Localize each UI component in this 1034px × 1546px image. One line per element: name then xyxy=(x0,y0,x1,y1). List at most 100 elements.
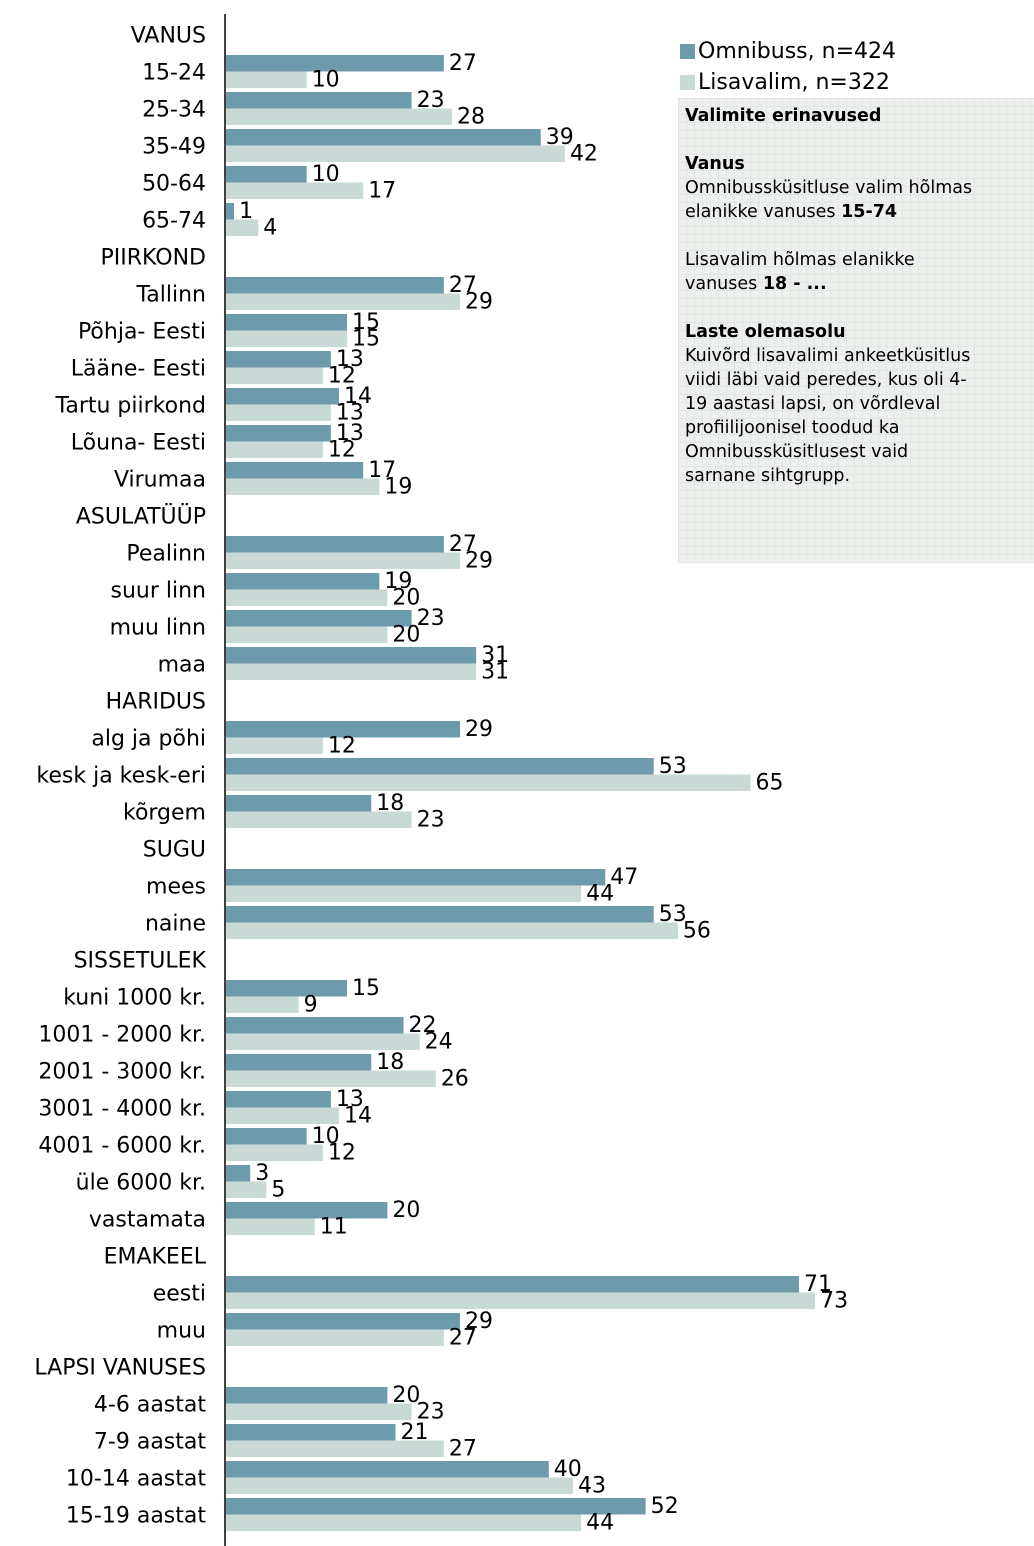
category-label-virumaa: Virumaa xyxy=(114,468,206,493)
data-label-50-64-omnibuss: 10 xyxy=(312,162,340,187)
bar-15-19-aastat-lisavalim xyxy=(226,1514,582,1531)
note-laste-line-1: Kuivõrd lisavalimi ankeetküsitlus xyxy=(685,346,971,366)
note-laste-heading: Laste olemasolu xyxy=(685,322,846,342)
bar-2001-3000-kr-omnibuss xyxy=(226,1054,372,1071)
category-label-ule-6000-kr: üle 6000 kr. xyxy=(76,1171,206,1196)
bar-65-74-lisavalim xyxy=(226,219,259,236)
note-vanus-heading: Vanus xyxy=(685,154,745,174)
bar-louna-eesti-omnibuss xyxy=(226,425,331,442)
bar-pealinn-lisavalim xyxy=(226,552,461,569)
data-label-35-49-omnibuss: 39 xyxy=(546,125,574,150)
data-label-naine-lisavalim: 56 xyxy=(683,919,711,944)
bar-15-24-lisavalim xyxy=(226,71,307,88)
data-label-4001-6000-kr-omnibuss: 10 xyxy=(312,1124,340,1149)
bar-pealinn-omnibuss xyxy=(226,536,444,553)
bar-4-6-aastat-lisavalim xyxy=(226,1403,412,1420)
data-label-vastamata-omnibuss: 20 xyxy=(392,1198,420,1223)
category-label-tartu-piirkond: Tartu piirkond xyxy=(55,394,206,419)
bar-25-34-omnibuss xyxy=(226,92,412,109)
category-label-4-6-aastat: 4-6 aastat xyxy=(94,1393,206,1418)
bar-7-9-aastat-lisavalim xyxy=(226,1440,444,1457)
group-header-emakeel: EMAKEEL xyxy=(104,1245,207,1270)
data-label-kuni-1000-kr-lisavalim: 9 xyxy=(304,993,318,1018)
bar-ule-6000-kr-lisavalim xyxy=(226,1181,267,1198)
group-header-vanus: VANUS xyxy=(131,24,206,49)
bar-pohja-eesti-lisavalim xyxy=(226,330,348,347)
data-label-vastamata-lisavalim: 11 xyxy=(320,1215,348,1240)
bar-tartu-piirkond-lisavalim xyxy=(226,404,331,421)
category-label-2001-3000-kr: 2001 - 3000 kr. xyxy=(38,1060,206,1085)
legend: Omnibuss, n=424 Lisavalim, n=322 xyxy=(680,36,896,98)
data-label-mees-omnibuss: 47 xyxy=(610,865,638,890)
bar-kesk-ja-kesk-eri-omnibuss xyxy=(226,758,654,775)
data-label-laane-eesti-omnibuss: 13 xyxy=(336,347,364,372)
bar-alg-ja-pohi-lisavalim xyxy=(226,737,323,754)
category-label-15-24: 15-24 xyxy=(142,61,206,86)
note-vanus-text: elanikke vanuses xyxy=(685,202,836,222)
data-label-virumaa-lisavalim: 19 xyxy=(384,475,412,500)
note-box: Valimite erinavused Vanus Omnibussküsitl… xyxy=(678,98,1034,563)
bar-muu-linn-omnibuss xyxy=(226,610,412,627)
data-label-kuni-1000-kr-omnibuss: 15 xyxy=(352,976,380,1001)
data-label-15-19-aastat-omnibuss: 52 xyxy=(651,1494,679,1519)
data-label-25-34-lisavalim: 28 xyxy=(457,105,485,130)
data-label-10-14-aastat-omnibuss: 40 xyxy=(554,1457,582,1482)
category-label-alg-ja-pohi: alg ja põhi xyxy=(91,727,206,752)
category-label-10-14-aastat: 10-14 aastat xyxy=(66,1467,206,1492)
category-label-65-74: 65-74 xyxy=(142,209,206,234)
data-label-4-6-aastat-lisavalim: 23 xyxy=(417,1400,445,1425)
data-label-pohja-eesti-omnibuss: 15 xyxy=(352,310,380,335)
bar-35-49-omnibuss xyxy=(226,129,541,146)
note-laste-line-6: sarnane sihtgrupp. xyxy=(685,466,851,486)
bar-10-14-aastat-omnibuss xyxy=(226,1461,549,1478)
data-label-4-6-aastat-omnibuss: 20 xyxy=(392,1383,420,1408)
category-label-laane-eesti: Lääne- Eesti xyxy=(71,357,206,382)
category-label-pealinn: Pealinn xyxy=(126,542,206,567)
bar-50-64-omnibuss xyxy=(226,166,307,183)
group-header-sissetulek: SISSETULEK xyxy=(74,949,207,974)
note-laste-line-3: 19 aastasi lapsi, on võrdleval xyxy=(685,394,941,414)
note-laste-line-5: Omnibussküsitlusest vaid xyxy=(685,442,909,462)
data-label-kesk-ja-kesk-eri-omnibuss: 53 xyxy=(659,754,687,779)
category-label-mees: mees xyxy=(146,875,206,900)
data-label-10-14-aastat-lisavalim: 43 xyxy=(578,1474,606,1499)
bar-naine-lisavalim xyxy=(226,922,678,939)
legend-swatch-lisavalim xyxy=(680,75,695,90)
bar-louna-eesti-lisavalim xyxy=(226,441,323,458)
data-label-virumaa-omnibuss: 17 xyxy=(368,458,396,483)
bar-virumaa-omnibuss xyxy=(226,462,364,479)
data-label-louna-eesti-lisavalim: 12 xyxy=(328,438,356,463)
data-label-maa-lisavalim: 31 xyxy=(481,660,509,685)
bar-15-24-omnibuss xyxy=(226,55,444,72)
data-label-pohja-eesti-lisavalim: 15 xyxy=(352,327,380,352)
data-label-tartu-piirkond-omnibuss: 14 xyxy=(344,384,372,409)
data-label-pealinn-lisavalim: 29 xyxy=(465,549,493,574)
bar-2001-3000-kr-lisavalim xyxy=(226,1070,436,1087)
category-label-louna-eesti: Lõuna- Eesti xyxy=(71,431,206,456)
bar-suur-linn-lisavalim xyxy=(226,589,388,606)
bar-muu-lisavalim xyxy=(226,1329,444,1346)
data-label-3001-4000-kr-lisavalim: 14 xyxy=(344,1104,372,1129)
category-label-vastamata: vastamata xyxy=(89,1208,206,1233)
bar-eesti-omnibuss xyxy=(226,1276,799,1293)
bar-pohja-eesti-omnibuss xyxy=(226,314,348,331)
note-vanus-line-1: Omnibussküsitluse valim hõlmas xyxy=(685,178,973,198)
note-laste-line-2: viidi läbi vaid peredes, kus oli 4- xyxy=(685,370,967,390)
data-label-tartu-piirkond-lisavalim: 13 xyxy=(336,401,364,426)
bar-alg-ja-pohi-omnibuss xyxy=(226,721,461,738)
data-label-korgem-omnibuss: 18 xyxy=(376,791,404,816)
data-label-naine-omnibuss: 53 xyxy=(659,902,687,927)
category-label-eesti: eesti xyxy=(153,1282,206,1307)
data-label-65-74-omnibuss: 1 xyxy=(239,199,253,224)
data-label-65-74-lisavalim: 4 xyxy=(263,216,277,241)
data-label-15-24-omnibuss: 27 xyxy=(449,51,477,76)
data-label-muu-linn-lisavalim: 20 xyxy=(392,623,420,648)
bar-35-49-lisavalim xyxy=(226,145,565,162)
legend-label-lisavalim: Lisavalim, n=322 xyxy=(698,70,890,95)
category-label-muu: muu xyxy=(157,1319,206,1344)
data-label-muu-linn-omnibuss: 23 xyxy=(417,606,445,631)
note-vanus-range: 15-74 xyxy=(841,202,898,222)
bar-65-74-omnibuss xyxy=(226,203,235,220)
category-label-maa: maa xyxy=(158,653,206,678)
